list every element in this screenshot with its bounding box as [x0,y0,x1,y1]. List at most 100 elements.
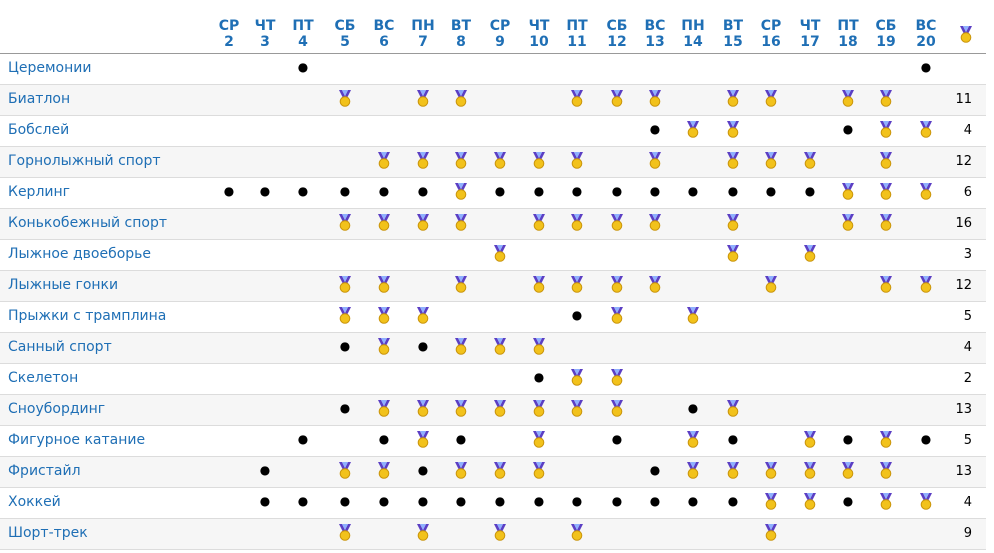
day-header: ВС 6 [366,18,402,50]
medal-icon [640,276,670,297]
day-header: СБ 12 [599,18,635,50]
medal-icon [602,400,632,421]
medal-icon [446,462,476,483]
day-number: 11 [567,34,587,50]
event-dot: ● [297,432,309,446]
medal-count: 9 [963,526,972,541]
medal-icon [524,431,554,452]
day-of-week: ВС [373,18,395,34]
medal-icon [718,400,748,421]
medal-count: 3 [963,247,972,262]
medal-icon [562,400,592,421]
medal-icon [408,524,438,545]
medal-icon [369,462,399,483]
day-header: СБ 5 [327,18,363,50]
medal-icon [718,90,748,111]
medal-icon [795,431,825,452]
medal-icon [330,524,360,545]
day-of-week: ПН [411,18,435,34]
event-dot: ● [259,494,271,508]
day-of-week: ВС [915,18,937,34]
medal-icon [562,214,592,235]
medal-icon [602,369,632,390]
medal-icon [678,462,708,483]
medal-icon [756,276,786,297]
event-dot: ● [494,184,506,198]
event-dot: ● [687,494,699,508]
medal-icon [718,462,748,483]
day-header: ВС 13 [637,18,673,50]
event-dot: ● [687,184,699,198]
medal-icon [911,276,941,297]
medal-icon [602,90,632,111]
medal-count: 11 [955,92,972,107]
day-header: ВТ 15 [715,18,751,50]
event-dot: ● [727,494,739,508]
medal-icon [718,214,748,235]
sport-name: Лыжное двоеборье [8,246,152,262]
medal-icon [678,431,708,452]
day-number: 6 [379,34,389,50]
medal-count: 12 [955,154,972,169]
medal-icon [408,90,438,111]
medal-count: 4 [963,340,972,355]
event-dot: ● [455,494,467,508]
medal-icon [833,214,863,235]
table-row: Хоккей ● ● ● ● ● ● ● ● ● ● ● ● ● ● 4 [0,488,986,519]
day-header: СР 2 [211,18,247,50]
medal-icon [446,276,476,297]
day-number: 5 [340,34,350,50]
medal-count: 13 [955,464,972,479]
event-dot: ● [611,432,623,446]
event-dot: ● [417,463,429,477]
event-dot: ● [533,494,545,508]
day-header: СР 9 [482,18,518,50]
day-number: 19 [876,34,896,50]
medal-icon [369,400,399,421]
sport-name: Шорт-трек [8,525,88,541]
medal-icon [369,307,399,328]
event-dot: ● [649,184,661,198]
event-dot: ● [649,494,661,508]
day-header: ПТ 11 [559,18,595,50]
medal-icon [640,214,670,235]
day-number: 14 [683,34,703,50]
day-number: 20 [916,34,936,50]
medal-icon [795,462,825,483]
event-dot: ● [339,184,351,198]
event-dot: ● [297,60,309,74]
event-dot: ● [259,463,271,477]
event-dot: ● [920,60,932,74]
medal-icon [330,307,360,328]
table-row: Лыжные гонки 12 [0,271,986,302]
medal-icon [911,183,941,204]
event-dot: ● [339,339,351,353]
medal-icon [369,338,399,359]
medal-icon [524,152,554,173]
medal-count: 12 [955,278,972,293]
event-dot: ● [494,494,506,508]
sport-name: Фристайл [8,463,81,479]
medal-icon [562,152,592,173]
medal-count: 4 [963,495,972,510]
medal-icon [408,307,438,328]
medal-count: 4 [963,123,972,138]
table-row: Фигурное катание ● ● ● ● ● ● ● 5 [0,426,986,457]
medal-icon [485,245,515,266]
event-dot: ● [687,401,699,415]
day-of-week: СБ [875,18,897,34]
event-dot: ● [804,184,816,198]
total-header-icon [951,26,981,47]
event-dot: ● [571,184,583,198]
day-header: ЧТ 17 [792,18,828,50]
day-of-week: СР [218,18,240,34]
table-row: Фристайл ● ● ● 13 [0,457,986,488]
day-header: ВТ 8 [443,18,479,50]
sport-name: Санный спорт [8,339,112,355]
medal-icon [640,90,670,111]
day-number: 12 [607,34,627,50]
table-row: Конькобежный спорт 16 [0,209,986,240]
medal-count: 5 [963,433,972,448]
medal-icon [871,493,901,514]
medal-icon [408,431,438,452]
